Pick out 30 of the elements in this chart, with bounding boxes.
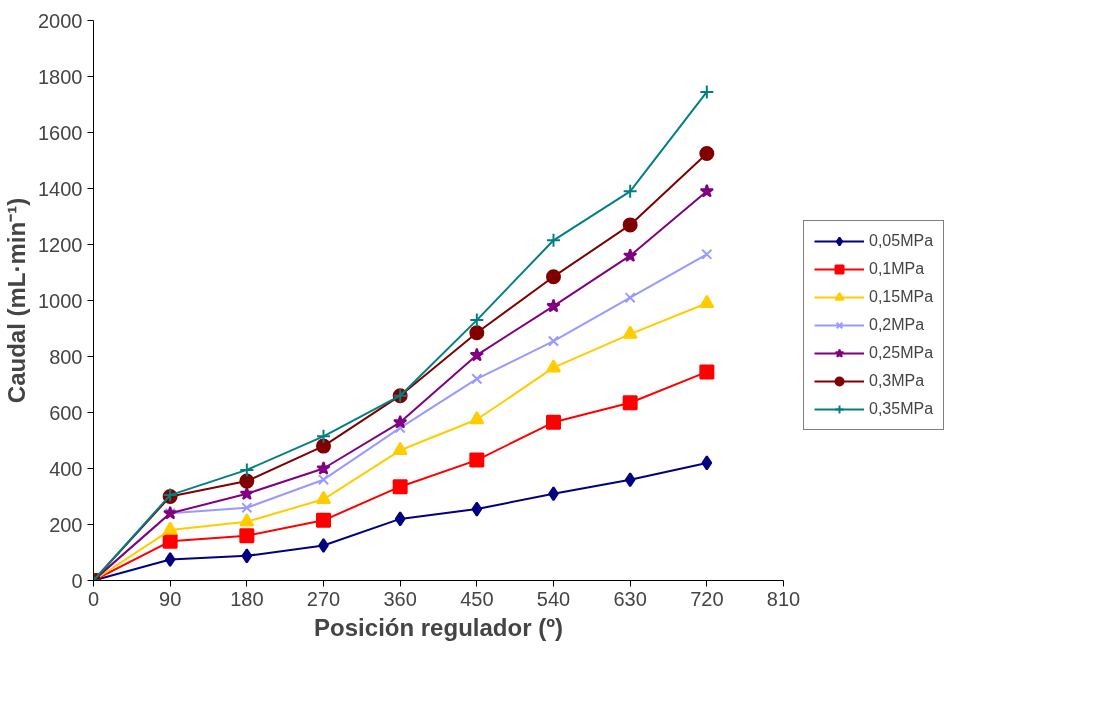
x-axis-title: Posición regulador (º)	[314, 613, 563, 641]
y-tick-label: 400	[49, 457, 83, 480]
legend-label: 0,25MPa	[869, 344, 934, 362]
y-tick-label: 600	[49, 401, 83, 424]
x-tick-label: 270	[306, 587, 341, 610]
x-tick-label: 450	[460, 587, 494, 610]
legend-label: 0,1MPa	[869, 260, 925, 278]
y-tick-label: 2000	[38, 9, 83, 32]
x-tick-label: 90	[159, 587, 182, 610]
y-tick-label: 800	[49, 345, 83, 368]
y-tick-label: 1400	[38, 177, 83, 200]
legend-label: 0,35MPa	[869, 400, 934, 418]
y-tick-label: 1000	[38, 289, 83, 312]
x-tick-label: 720	[690, 587, 724, 610]
y-tick-label: 200	[49, 513, 83, 536]
y-axis-title: Caudal (mL·min⁻¹)	[3, 197, 31, 404]
y-tick-label: 1600	[38, 121, 83, 144]
legend-label: 0,2MPa	[869, 316, 925, 334]
x-tick-label: 810	[766, 587, 801, 610]
x-tick-label: 360	[383, 587, 417, 610]
x-tick-label: 540	[536, 587, 571, 610]
y-tick-label: 1800	[38, 65, 83, 88]
legend-label: 0,15MPa	[869, 288, 934, 306]
legend-label: 0,05MPa	[869, 232, 934, 250]
x-tick-label: 630	[613, 587, 647, 610]
y-tick-label: 1200	[38, 233, 83, 256]
y-tick-label: 0	[71, 569, 83, 592]
legend-label: 0,3MPa	[869, 372, 925, 390]
x-tick-label: 180	[230, 587, 264, 610]
x-tick-label: 0	[87, 587, 100, 610]
